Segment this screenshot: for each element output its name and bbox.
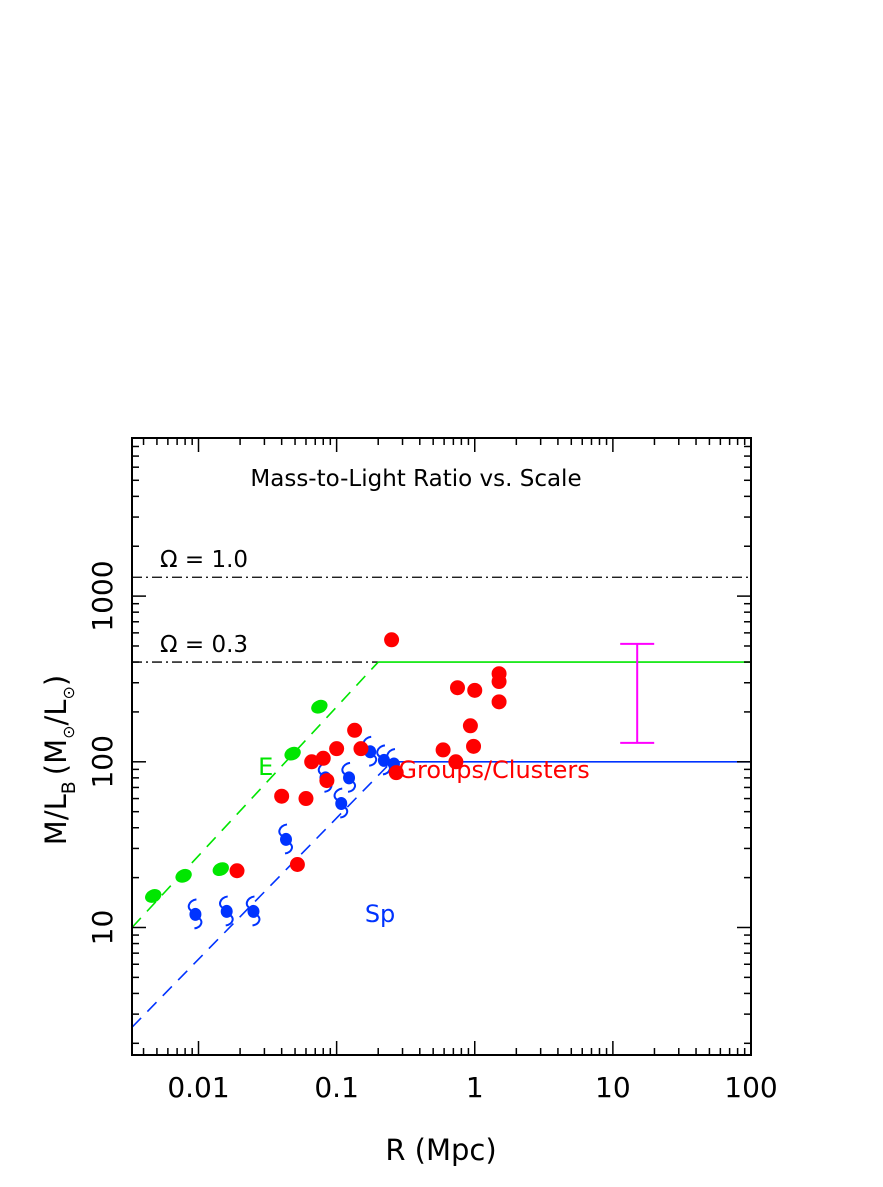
cluster-point: [347, 722, 363, 738]
spiral-galaxy-arm-bottom: [252, 913, 261, 927]
x-tick-label: 1: [466, 1071, 484, 1104]
spiral-galaxy-arm-top: [341, 761, 351, 776]
spiral-galaxy-arm-bottom: [347, 779, 357, 793]
spiral-galaxy-arm-top: [187, 898, 197, 913]
cluster-point: [466, 738, 482, 754]
cluster-point: [388, 765, 404, 781]
spiral-galaxy-arm-bottom: [340, 805, 349, 819]
chart-annotations: Ω = 1.0 Ω = 0.3 E Sp Groups/Clusters: [160, 547, 590, 928]
spiral-galaxy-arm-top: [333, 787, 343, 802]
cluster-point: [353, 741, 369, 757]
y-axis-label-close: ): [39, 675, 73, 686]
cluster-point: [329, 741, 345, 757]
y-axis-label-main: M/L: [39, 794, 73, 845]
x-tick-label: 10: [595, 1071, 631, 1104]
plot-frame: [131, 437, 752, 1056]
cluster-point: [491, 694, 507, 710]
y-tick-label: 100: [86, 735, 119, 788]
spiral-galaxy-point: [219, 895, 234, 927]
elliptical-galaxy-point: [145, 889, 162, 903]
omega-reference-label: Ω = 1.0: [160, 547, 248, 573]
omega-reference-label: Ω = 0.3: [160, 632, 248, 658]
cluster-point: [384, 632, 400, 648]
cluster-point: [448, 754, 464, 770]
x-axis-label: R (Mpc): [385, 1133, 496, 1167]
series-annotation: Groups/Clusters: [398, 756, 589, 784]
trend-line-dashed: [131, 761, 393, 1028]
elliptical-galaxy-point: [284, 746, 301, 761]
spiral-galaxy-arm-top: [245, 895, 255, 910]
trend-line-dashed: [131, 661, 379, 929]
x-tick-label: 0.01: [167, 1071, 229, 1104]
elliptical-galaxy-point: [175, 868, 192, 883]
axes: 0.01 0.1 1 10 100 10 100 1000: [86, 437, 778, 1104]
cluster-point: [449, 680, 465, 696]
elliptical-galaxy-point: [311, 699, 328, 714]
spiral-galaxy-point: [245, 895, 261, 927]
spiral-galaxy-arm-bottom: [194, 916, 203, 930]
spiral-galaxy-arm-bottom: [225, 913, 234, 927]
spiral-galaxy-arm-top: [386, 748, 396, 762]
y-axis-label-sun-2: ⊙: [59, 686, 78, 699]
spiral-galaxy-arm-bottom: [368, 753, 378, 767]
cluster-point: [462, 718, 478, 734]
spiral-galaxy-point: [187, 898, 203, 930]
cluster-point: [491, 674, 507, 690]
spiral-galaxy-arm-top: [278, 823, 288, 838]
chart-title: Mass-to-Light Ratio vs. Scale: [250, 466, 581, 492]
spiral-galaxy-arm-top: [376, 744, 386, 759]
cluster-point: [467, 682, 483, 698]
series-annotation: E: [258, 753, 273, 781]
error-bar: [620, 642, 655, 744]
x-tick-label: 100: [724, 1071, 777, 1104]
cluster-point: [435, 742, 451, 758]
cluster-point: [298, 791, 314, 807]
y-axis-label-slash: /L: [39, 700, 73, 726]
x-tick-label: 0.1: [314, 1071, 359, 1104]
spiral-galaxy-arm-top: [219, 895, 228, 910]
y-axis-label: M/LB(M⊙/L⊙): [39, 675, 80, 845]
cluster-point: [274, 788, 290, 804]
cluster-point: [315, 750, 331, 766]
y-tick-label: 10: [86, 910, 119, 946]
cluster-point: [319, 773, 335, 789]
y-axis-label-paren: (M: [39, 739, 73, 775]
spiral-galaxy-point: [278, 823, 293, 855]
series-annotation: Sp: [365, 900, 395, 928]
spiral-galaxy-point: [333, 787, 349, 819]
y-axis-label-subscript: B: [58, 781, 80, 794]
cluster-point: [229, 863, 245, 879]
spiral-galaxy-arm-bottom: [284, 841, 293, 855]
y-tick-label: 1000: [86, 560, 119, 631]
spiral-galaxy-point: [341, 761, 357, 793]
data-points: [145, 632, 507, 930]
cluster-point: [304, 754, 320, 770]
elliptical-galaxy-point: [212, 862, 229, 877]
cluster-point: [289, 856, 305, 872]
y-axis-label-sun-1: ⊙: [59, 725, 78, 738]
